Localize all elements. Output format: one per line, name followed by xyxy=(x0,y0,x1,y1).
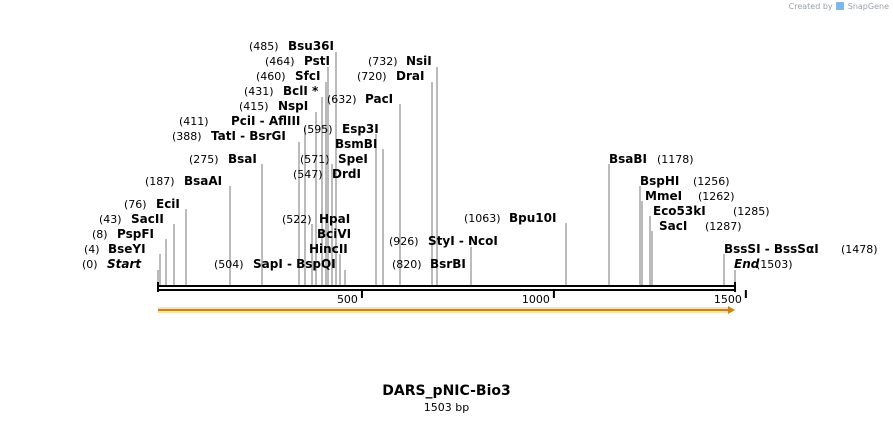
site-position-start: (0) xyxy=(82,258,98,271)
site-position-bsabi: (1178) xyxy=(657,153,694,166)
site-name-saci: SacI xyxy=(659,219,687,233)
site-position-nspi: (415) xyxy=(239,100,269,113)
sequence-title: DARS_pNIC-Bio3 xyxy=(0,383,893,399)
site-position-pcii-afliii: (411) xyxy=(179,115,209,128)
site-position-bcli: (431) xyxy=(244,85,274,98)
site-position-spei: (571) xyxy=(300,153,330,166)
site-position-pspfi: (8) xyxy=(92,228,108,241)
site-name-bsabi: BsaBI xyxy=(609,152,647,166)
site-position-eco53ki: (1285) xyxy=(733,205,770,218)
site-name-pcii-afliii: PciI - AflIII xyxy=(231,114,300,128)
site-name-drdi: DrdI xyxy=(332,167,361,181)
ruler: 500 1000 1500 xyxy=(337,290,746,306)
site-name-paci: PacI xyxy=(365,92,393,106)
site-position-bsphi: (1256) xyxy=(693,175,730,188)
site-name-bsmbi: BsmBI xyxy=(335,137,377,151)
site-name-sapi-bspqi: SapI - BspQI xyxy=(253,257,336,271)
ruler-label-1000: 1000 xyxy=(522,293,550,306)
site-position-sacii: (43) xyxy=(99,213,122,226)
site-name-esp3i: Esp3I xyxy=(342,122,379,136)
sequence-length: 1503 bp xyxy=(0,401,893,414)
ruler-label-500: 500 xyxy=(337,293,358,306)
site-name-bcivi: BciVI xyxy=(317,227,351,241)
site-position-bsrbi: (820) xyxy=(392,258,422,271)
site-position-bseyi: (4) xyxy=(84,243,100,256)
site-name-drai: DraI xyxy=(396,69,424,83)
site-name-bcli: BclI * xyxy=(283,84,319,98)
ruler-label-1500: 1500 xyxy=(714,293,742,306)
site-position-mmei: (1262) xyxy=(698,190,735,203)
site-name-sfci: SfcI xyxy=(295,69,320,83)
site-name-bsaai: BsaAI xyxy=(184,174,222,188)
site-name-bsssi-bsss-i: BssSI - BssSαI xyxy=(724,242,819,256)
site-position-nsii: (732) xyxy=(368,55,398,68)
site-position-end: (1503) xyxy=(756,258,793,271)
site-position-drai: (720) xyxy=(357,70,387,83)
site-position-bpu10i: (1063) xyxy=(464,212,501,225)
site-name-tati-bsrgi: TatI - BsrGI xyxy=(211,129,286,143)
site-position-bsssi-bsss-i: (1478) xyxy=(841,243,878,256)
site-name-psti: PstI xyxy=(304,54,330,68)
site-name-nspi: NspI xyxy=(278,99,308,113)
site-name-styi-ncoi: StyI - NcoI xyxy=(428,234,498,248)
site-position-bsaai: (187) xyxy=(145,175,175,188)
feature-track xyxy=(158,306,735,314)
site-name-bsai: BsaI xyxy=(228,152,257,166)
site-name-eco53ki: Eco53kI xyxy=(653,204,706,218)
site-name-end: End xyxy=(734,257,760,271)
site-position-tati-bsrgi: (388) xyxy=(172,130,202,143)
sequence-backbone xyxy=(158,282,735,292)
site-name-bsrbi: BsrBI xyxy=(430,257,466,271)
site-position-ecii: (76) xyxy=(124,198,147,211)
site-position-styi-ncoi: (926) xyxy=(389,235,419,248)
site-position-hpai: (522) xyxy=(282,213,312,226)
site-position-esp3i: (595) xyxy=(303,123,333,136)
site-name-pspfi: PspFI xyxy=(117,227,154,241)
orange-arrow-head xyxy=(728,306,735,314)
site-name-bpu10i: Bpu10I xyxy=(509,211,556,225)
site-name-mmei: MmeI xyxy=(645,189,682,203)
site-name-start: Start xyxy=(107,257,142,271)
site-position-sfci: (460) xyxy=(256,70,286,83)
site-name-bsphi: BspHI xyxy=(640,174,679,188)
site-name-nsii: NsiI xyxy=(406,54,432,68)
site-position-bsu36i: (485) xyxy=(249,40,279,53)
site-name-hpai: HpaI xyxy=(319,212,350,226)
site-position-sapi-bspqi: (504) xyxy=(214,258,244,271)
site-position-drdi: (547) xyxy=(293,168,323,181)
site-position-psti: (464) xyxy=(265,55,295,68)
site-name-sacii: SacII xyxy=(131,212,164,226)
site-name-bseyi: BseYI xyxy=(108,242,146,256)
site-name-spei: SpeI xyxy=(338,152,368,166)
site-position-bsai: (275) xyxy=(189,153,219,166)
site-name-hincii: HincII xyxy=(309,242,348,256)
site-name-bsu36i: Bsu36I xyxy=(288,39,334,53)
site-position-saci: (1287) xyxy=(705,220,742,233)
site-position-paci: (632) xyxy=(327,93,357,106)
sequence-map: 500 1000 1500 (485) Bsu36I (464) PstI (460) Sfc… xyxy=(0,0,893,423)
site-name-ecii: EciI xyxy=(156,197,180,211)
site-labels: (485) Bsu36I (464) PstI (460) SfcI (431) BclI *… xyxy=(82,39,878,271)
